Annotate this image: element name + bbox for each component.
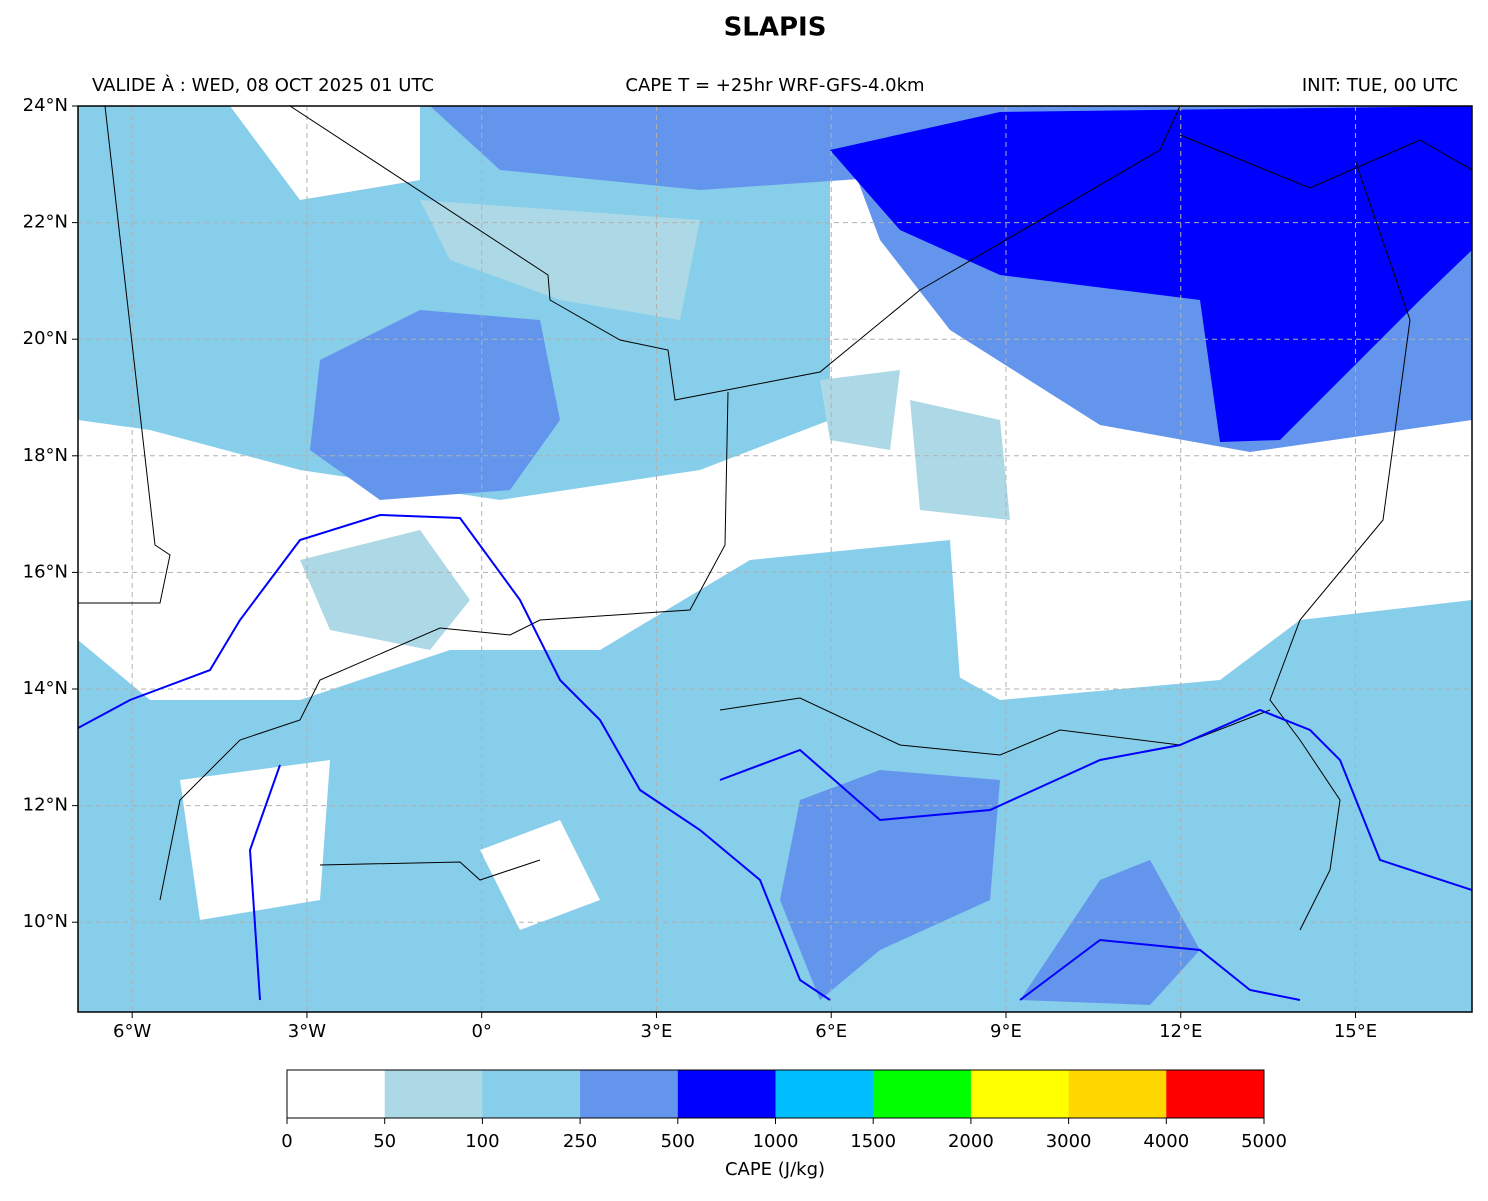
map-frame — [77, 105, 1473, 1013]
colorbar-segment — [970, 1070, 1070, 1118]
x-tick-label: 3°W — [288, 1021, 326, 1042]
product: CAPE T = +25hr WRF-GFS-4.0km — [625, 75, 924, 96]
title: SLAPIS — [724, 13, 827, 43]
x-tick-label: 15°E — [1334, 1021, 1377, 1042]
colorbar-tick-label: 1000 — [753, 1131, 799, 1152]
colorbar-tick-label: 1500 — [850, 1131, 896, 1152]
colorbar-segment — [287, 1070, 386, 1118]
colorbar-segment — [580, 1070, 679, 1118]
colorbar-tick-label: 0 — [281, 1131, 292, 1152]
colorbar-tick-label: 4000 — [1143, 1131, 1189, 1152]
colorbar: 0 50 100 250 500 1000 1500 2000 3000 4000 5000 — [281, 1069, 1287, 1152]
cape-field — [78, 106, 1472, 1012]
y-tick-label: 20°N — [23, 328, 68, 349]
x-tick-label: 6°W — [113, 1021, 151, 1042]
y-tick-label: 12°N — [23, 795, 68, 816]
colorbar-segment — [1068, 1070, 1167, 1118]
colorbar-segment — [1166, 1070, 1265, 1118]
x-tick-label: 0° — [471, 1021, 491, 1042]
colorbar-tick-label: 50 — [373, 1131, 396, 1152]
y-tick-label: 14°N — [23, 678, 68, 699]
y-tick-label: 16°N — [23, 561, 68, 582]
colorbar-label: CAPE (J/kg) — [725, 1159, 825, 1180]
colorbar-tick-label: 3000 — [1046, 1131, 1092, 1152]
x-tick-label: 9°E — [990, 1021, 1022, 1042]
y-tick-label: 22°N — [23, 212, 68, 233]
init-time: INIT: TUE, 00 UTC — [1302, 75, 1458, 96]
grid — [78, 105, 1472, 1012]
y-tick-label: 24°N — [23, 95, 68, 116]
colorbar-segment — [482, 1070, 581, 1118]
colorbar-tick-label: 250 — [563, 1131, 597, 1152]
axis-ticks: 6°W 3°W 0° 3°E 6°E 9°E 12°E 15°E 10°N 12°N 14°N 16°… — [23, 95, 1378, 1042]
colorbar-tick-label: 5000 — [1241, 1131, 1287, 1152]
colorbar-tick-label: 100 — [465, 1131, 499, 1152]
y-tick-label: 10°N — [23, 911, 68, 932]
x-tick-label: 3°E — [641, 1021, 673, 1042]
boundaries — [78, 106, 1472, 1001]
colorbar-segment — [775, 1070, 874, 1118]
colorbar-segment — [873, 1070, 972, 1118]
colorbar-segment — [384, 1070, 483, 1118]
valid-time: VALIDE À : WED, 08 OCT 2025 01 UTC — [92, 74, 434, 96]
y-tick-label: 18°N — [23, 445, 68, 466]
x-tick-label: 6°E — [815, 1021, 847, 1042]
colorbar-tick-label: 500 — [661, 1131, 695, 1152]
x-tick-label: 12°E — [1159, 1021, 1202, 1042]
colorbar-tick-label: 2000 — [948, 1131, 994, 1152]
colorbar-segment — [677, 1070, 776, 1118]
